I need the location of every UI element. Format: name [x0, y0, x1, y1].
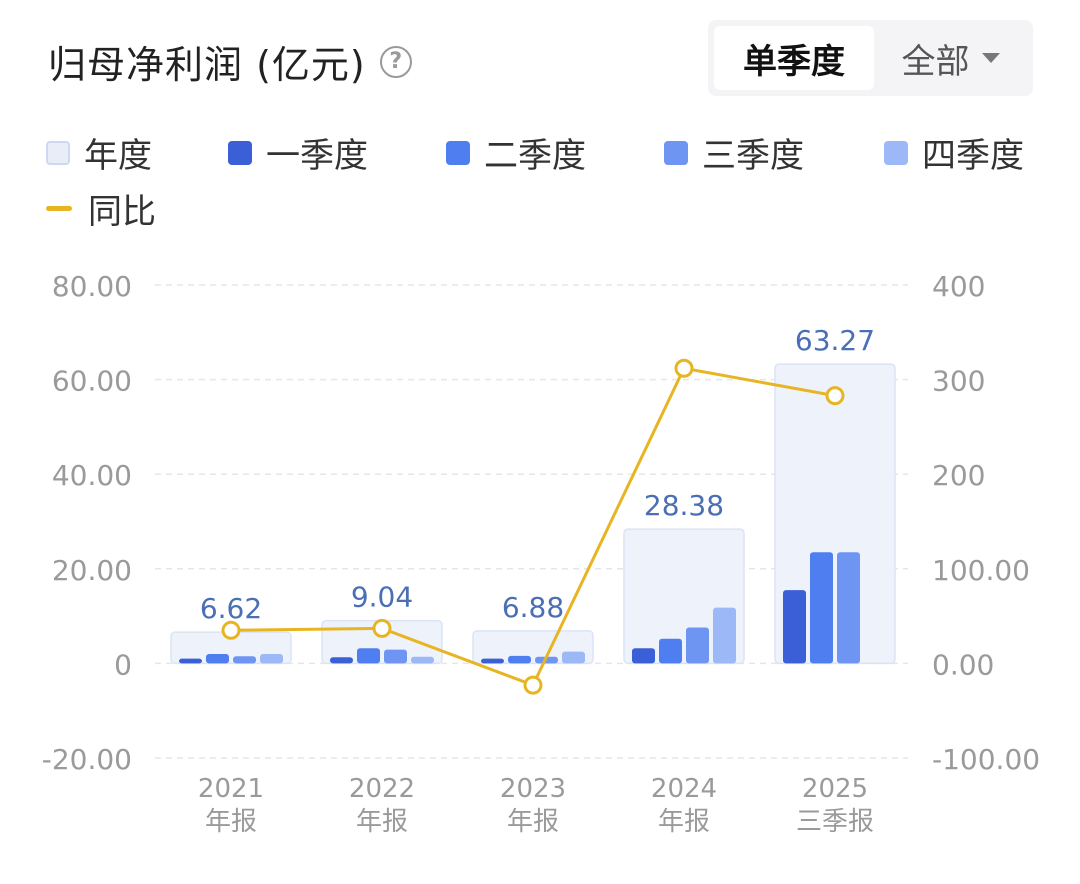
quarter-bar — [632, 648, 655, 664]
question-circle-icon[interactable]: ? — [379, 45, 412, 78]
y-left-tick-label: 60.00 — [52, 365, 132, 398]
quarter-bar — [686, 627, 709, 664]
x-tick-label-period: 三季报 — [796, 807, 874, 837]
annual-value-label: 28.38 — [644, 489, 724, 522]
legend-item-yoy[interactable]: 同比 — [46, 184, 156, 233]
legend-swatch-yoy — [46, 206, 72, 211]
yoy-point — [825, 386, 845, 406]
caret-down-icon — [981, 53, 1000, 63]
x-tick-label-period: 年报 — [205, 807, 257, 837]
y-right-tick-label: 100.00 — [932, 554, 1030, 587]
quarter-bar — [481, 658, 504, 664]
y-left-tick-label: 0 — [114, 648, 132, 681]
legend-label-annual: 年度 — [84, 136, 152, 176]
legend-swatch-annual — [46, 140, 70, 165]
x-tick-label-period: 年报 — [507, 807, 559, 837]
quarter-bar — [233, 656, 256, 664]
yoy-point — [372, 618, 392, 638]
legend-swatch-q2 — [446, 140, 470, 165]
x-tick-label-year: 2021 — [198, 774, 264, 804]
quarter-bar — [330, 657, 353, 664]
quarter-bar — [260, 653, 283, 664]
annual-bar — [321, 619, 443, 665]
y-left-tick-label: 20.00 — [52, 554, 132, 587]
quarter-bar — [837, 552, 860, 664]
single-quarter-label: 单季度 — [743, 41, 845, 82]
annual-bar — [623, 528, 745, 665]
legend-item-q1[interactable]: 一季度 — [228, 128, 368, 177]
y-right-tick-label: 200 — [932, 459, 985, 492]
quarter-bar — [783, 590, 806, 664]
annual-bar — [472, 630, 594, 665]
y-right-tick-label: -100.00 — [932, 743, 1040, 776]
quarter-bar — [411, 656, 434, 664]
range-dropdown-label: 全部 — [901, 41, 970, 82]
legend-label-q4: 四季度 — [922, 136, 1024, 176]
annual-value-label: 9.04 — [351, 581, 413, 614]
x-tick-label-year: 2024 — [651, 774, 717, 804]
legend-label-q3: 三季度 — [702, 136, 804, 176]
legend-item-annual[interactable]: 年度 — [46, 128, 152, 177]
chart-title: 归母净利润 (亿元) — [48, 43, 366, 87]
quarter-bar — [810, 552, 833, 664]
yoy-point — [221, 620, 241, 640]
title-row: 归母净利润 (亿元) ? — [48, 34, 412, 89]
legend-swatch-q4 — [884, 140, 908, 165]
annual-bar — [774, 363, 896, 665]
x-tick-label-year: 2025 — [802, 774, 868, 804]
x-tick-label-year: 2023 — [500, 774, 566, 804]
y-left-tick-label: 80.00 — [52, 270, 132, 303]
y-right-tick-label: 300 — [932, 365, 985, 398]
yoy-point — [523, 675, 543, 695]
range-dropdown[interactable]: 全部 — [874, 26, 1027, 90]
quarter-bar — [206, 653, 229, 664]
quarter-bar — [179, 658, 202, 664]
legend-label-q1: 一季度 — [266, 136, 368, 176]
annual-value-label: 6.88 — [502, 591, 564, 624]
quarter-bar — [713, 607, 736, 664]
quarter-bar — [508, 655, 531, 664]
period-toggle: 单季度 全部 — [708, 20, 1033, 96]
legend-label-q2: 二季度 — [484, 136, 586, 176]
legend-label-yoy: 同比 — [88, 192, 156, 232]
annual-value-label: 63.27 — [795, 324, 875, 357]
y-left-tick-label: -20.00 — [42, 743, 132, 776]
annual-value-label: 6.62 — [200, 592, 262, 625]
annual-bar — [170, 631, 292, 665]
single-quarter-tab[interactable]: 单季度 — [714, 26, 874, 90]
quarter-bar — [535, 656, 558, 664]
x-tick-label-year: 2022 — [349, 774, 415, 804]
quarter-bar — [659, 638, 682, 664]
quarter-bar — [562, 651, 585, 664]
y-left-tick-label: 40.00 — [52, 459, 132, 492]
legend-swatch-q1 — [228, 140, 252, 165]
legend-item-q3[interactable]: 三季度 — [664, 128, 804, 177]
x-tick-label-period: 年报 — [356, 807, 408, 837]
x-tick-label-period: 年报 — [658, 807, 710, 837]
y-right-tick-label: 400 — [932, 270, 985, 303]
legend-item-q4[interactable]: 四季度 — [884, 128, 1024, 177]
y-right-tick-label: 0.00 — [932, 648, 994, 681]
yoy-point — [674, 358, 694, 378]
legend-item-q2[interactable]: 二季度 — [446, 128, 586, 177]
quarter-bar — [384, 649, 407, 664]
yoy-line — [230, 366, 836, 688]
legend-swatch-q3 — [664, 140, 688, 165]
quarter-bar — [357, 648, 380, 664]
